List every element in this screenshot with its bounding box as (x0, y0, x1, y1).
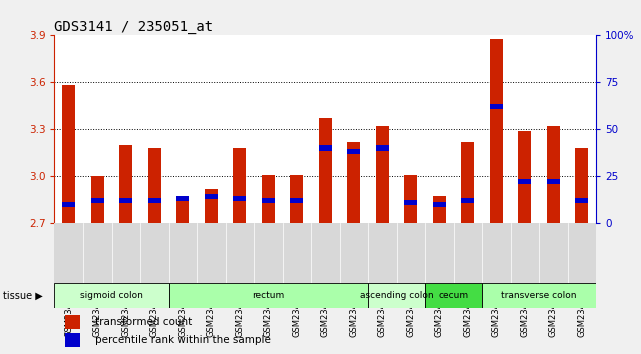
Bar (119, 145, 132, 223)
Bar (62, 201, 75, 207)
Bar (290, 198, 303, 203)
Bar (482, 283, 596, 308)
Bar (233, 196, 246, 201)
Bar (233, 148, 246, 223)
Bar (262, 198, 275, 203)
Bar (65, 333, 81, 347)
Bar (547, 179, 560, 184)
Bar (519, 131, 531, 223)
Bar (205, 189, 218, 223)
Bar (368, 283, 425, 308)
Bar (519, 179, 531, 184)
Bar (404, 200, 417, 205)
Bar (290, 175, 303, 223)
Bar (148, 198, 161, 203)
Bar (433, 201, 445, 207)
Bar (319, 118, 332, 223)
Bar (65, 315, 81, 329)
Bar (347, 149, 360, 154)
Text: tissue ▶: tissue ▶ (3, 291, 43, 301)
Bar (404, 175, 417, 223)
Bar (433, 196, 445, 223)
Text: rectum: rectum (252, 291, 285, 300)
Bar (547, 126, 560, 223)
Bar (169, 283, 368, 308)
Bar (262, 175, 275, 223)
Bar (490, 39, 503, 223)
Bar (91, 176, 104, 223)
Bar (205, 194, 218, 200)
Bar (119, 198, 132, 203)
Bar (319, 145, 332, 151)
Bar (462, 142, 474, 223)
Bar (54, 283, 169, 308)
Text: GDS3141 / 235051_at: GDS3141 / 235051_at (54, 21, 213, 34)
Bar (425, 283, 482, 308)
Text: cecum: cecum (438, 291, 469, 300)
Bar (576, 198, 588, 203)
Text: percentile rank within the sample: percentile rank within the sample (95, 335, 271, 345)
Bar (148, 148, 161, 223)
Bar (176, 196, 189, 201)
Bar (376, 126, 388, 223)
Bar (176, 198, 189, 223)
Bar (576, 148, 588, 223)
Bar (91, 198, 104, 203)
Bar (62, 85, 75, 223)
Bar (462, 198, 474, 203)
Bar (347, 142, 360, 223)
Text: sigmoid colon: sigmoid colon (80, 291, 143, 300)
Text: transverse colon: transverse colon (501, 291, 577, 300)
Text: ascending colon: ascending colon (360, 291, 433, 300)
Text: transformed count: transformed count (95, 318, 192, 327)
Bar (376, 145, 388, 151)
Bar (490, 104, 503, 109)
